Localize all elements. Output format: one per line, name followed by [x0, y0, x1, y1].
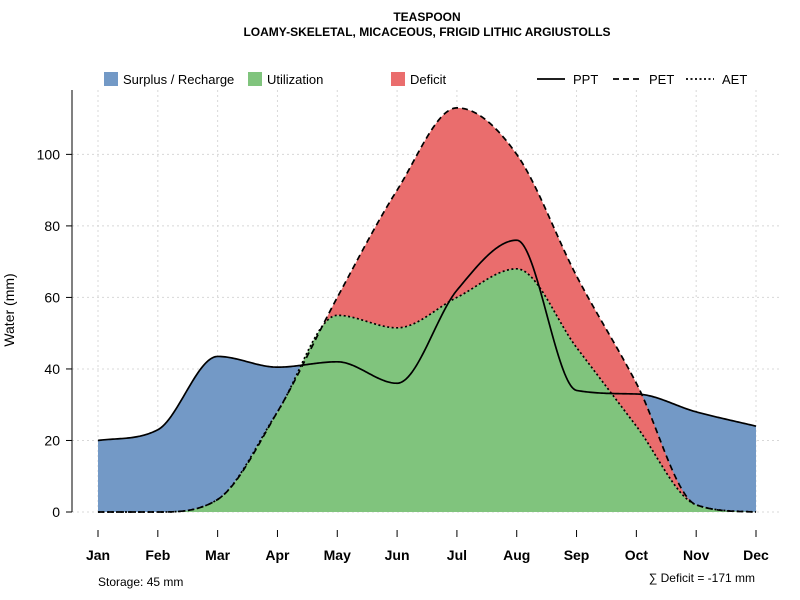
legend-label: Utilization [267, 72, 323, 87]
legend-label: AET [722, 72, 747, 87]
y-axis-label: Water (mm) [1, 273, 17, 346]
x-tick-label: Jan [86, 547, 110, 563]
aet-line [98, 267, 757, 513]
ppt-line [97, 239, 757, 442]
x-tick-label: Jul [447, 547, 467, 563]
deficit-annotation: ∑ Deficit = -171 mm [649, 571, 755, 585]
x-tick-label: Nov [683, 547, 710, 563]
x-tick-label: Mar [205, 547, 230, 563]
utilization-area [98, 268, 756, 512]
x-tick-label: Oct [625, 547, 649, 563]
legend-swatch [248, 72, 262, 86]
series-lines [97, 107, 757, 513]
deficit-area [98, 107, 756, 512]
chart-subtitle: LOAMY-SKELETAL, MICACEOUS, FRIGID LITHIC… [243, 25, 610, 39]
y-tick-label: 100 [37, 146, 61, 162]
storage-annotation: Storage: 45 mm [98, 575, 183, 589]
x-tick-label: Dec [743, 547, 769, 563]
y-tick-label: 60 [44, 289, 60, 305]
x-tick-label: Feb [145, 547, 170, 563]
legend-swatch [104, 72, 118, 86]
pet-line [98, 107, 757, 513]
legend: Surplus / Recharge Utilization Deficit PPT P… [104, 72, 747, 87]
y-tick-label: 20 [44, 432, 60, 448]
legend-label: Surplus / Recharge [123, 72, 234, 87]
legend-label: Deficit [410, 72, 447, 87]
y-tick-label: 0 [52, 504, 60, 520]
surplus-recharge-area [98, 240, 756, 512]
y-tick-label: 40 [44, 361, 60, 377]
areas [98, 107, 756, 512]
legend-label: PPT [573, 72, 598, 87]
x-tick-label: Jun [385, 547, 410, 563]
x-tick-label: Apr [265, 547, 290, 563]
x-tick-label: Aug [503, 547, 530, 563]
chart-title: TEASPOON [393, 10, 460, 24]
x-tick-label: Sep [564, 547, 590, 563]
legend-label: PET [649, 72, 674, 87]
x-tick-label: May [324, 547, 351, 563]
axes: 0 20 40 60 80 100 Jan Feb Mar Apr May Jun Jul Aug Sep O… [37, 90, 769, 563]
legend-swatch [391, 72, 405, 86]
y-tick-label: 80 [44, 218, 60, 234]
